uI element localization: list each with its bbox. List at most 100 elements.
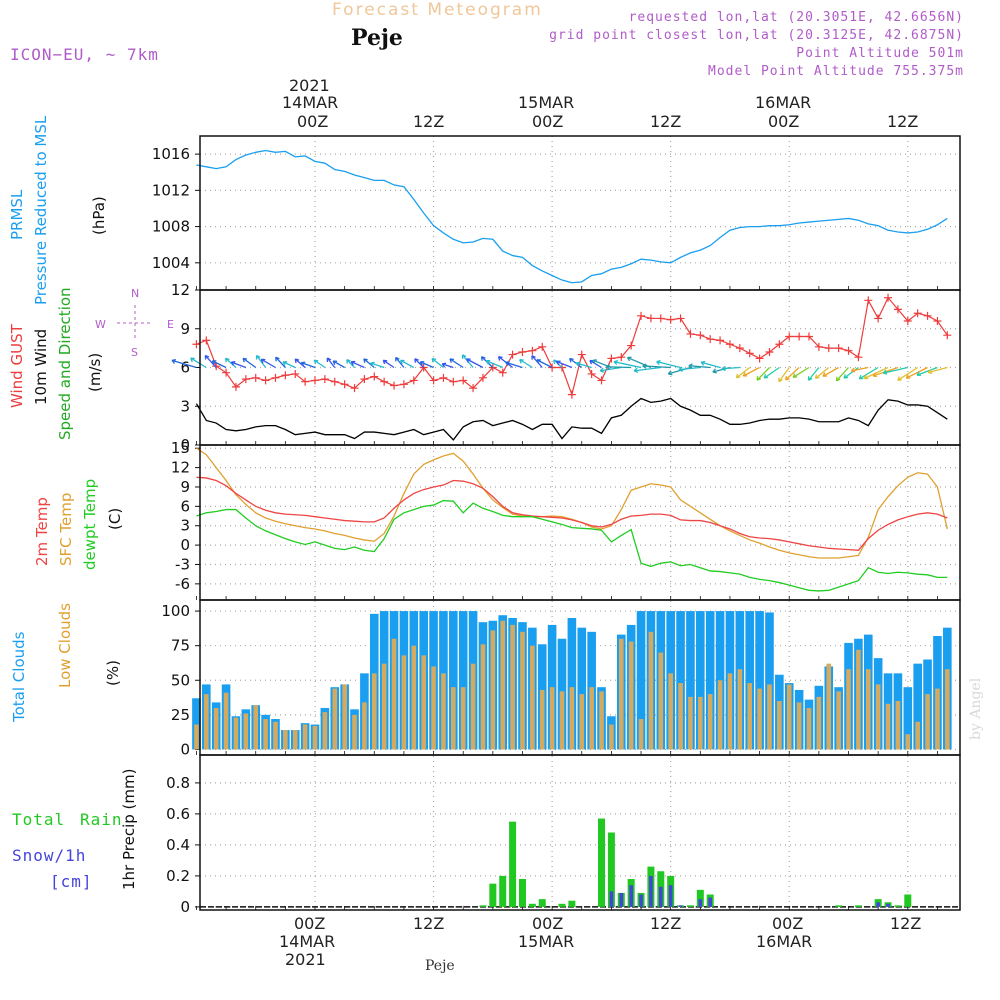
wind-arrow-head: [275, 356, 280, 362]
snow-bar: [876, 902, 880, 907]
grid-point-coords: grid point closest lon,lat (20.3125E, 42…: [549, 28, 964, 43]
gust-marker: [913, 309, 922, 318]
y-tick-label: 9: [180, 478, 190, 496]
gust-marker: [301, 377, 310, 386]
wind-direction-arrow: [301, 362, 316, 369]
y-tick-label: 1016: [152, 145, 190, 163]
low-cloud-bar: [668, 673, 673, 750]
wind-direction-arrow: [835, 367, 850, 382]
low-cloud-bar: [905, 734, 911, 750]
wind-direction-arrow: [656, 361, 681, 369]
bottom-date-15mar: 15MAR: [518, 932, 575, 951]
rain-bar: [835, 905, 843, 907]
low-cloud-bar: [806, 707, 812, 750]
low-clouds-label: Low Clouds: [56, 603, 74, 688]
snow-bar: [708, 897, 712, 907]
gust-marker: [429, 376, 438, 385]
wind-direction-arrow: [688, 365, 711, 369]
location-title: Peje: [351, 25, 403, 51]
wind-arrow-head: [835, 376, 841, 382]
wind-arrow-head: [313, 359, 319, 365]
gust-marker: [923, 311, 932, 320]
wind-direction-arrow: [778, 367, 790, 383]
wind-direction-arrow: [843, 366, 859, 379]
low-cloud-bar: [253, 705, 259, 750]
y-tick-label: -3: [175, 555, 190, 573]
wind-arrow-head: [242, 357, 248, 363]
rain-bar: [479, 905, 487, 907]
wind-arrow-head: [927, 368, 933, 374]
wind-arrow-head: [211, 360, 217, 365]
wind-direction-arrow: [346, 359, 355, 368]
wind-arrow-head: [449, 358, 455, 363]
wind-direction-arrow: [431, 357, 444, 369]
gust-marker: [281, 371, 290, 380]
wind-arrow-head: [626, 356, 632, 362]
low-cloud-bar: [717, 680, 723, 750]
wind-arrow-head: [778, 377, 783, 383]
low-cloud-bar: [747, 683, 753, 750]
low-cloud-bar: [628, 641, 634, 750]
gust-marker: [874, 314, 883, 323]
low-cloud-bar: [678, 683, 683, 750]
wind-direction-arrow: [863, 366, 889, 380]
gust-marker: [202, 336, 211, 345]
y-tick-label: 50: [171, 671, 190, 689]
wind-direction-arrow: [792, 366, 810, 378]
wind-arrow-head: [569, 357, 574, 363]
total-cloud-bar: [567, 617, 577, 750]
panel-frame: [199, 135, 961, 291]
wind-arrow-head: [807, 376, 813, 381]
gust-marker: [508, 350, 517, 359]
wind-arrow-head: [300, 361, 306, 367]
snow-bar: [629, 885, 633, 907]
gust-marker: [755, 354, 764, 363]
wind-direction-arrow: [678, 366, 701, 371]
wind-direction-arrow: [282, 361, 296, 369]
wind-arrow-head: [756, 376, 762, 381]
compass-w-label: W: [95, 318, 106, 331]
total-rain-label: Total: [12, 810, 66, 829]
bottom-hour-label: 12Z: [413, 914, 445, 933]
top-date-14mar: 14MAR: [282, 93, 339, 112]
y-tick-label: 3: [180, 397, 190, 415]
wind-direction-arrow: [326, 357, 336, 368]
wind-direction-arrow: [212, 360, 227, 369]
wind-direction-arrow: [897, 366, 919, 381]
bottom-date-16mar: 16MAR: [756, 932, 813, 951]
wind-arrow-head: [382, 359, 388, 365]
total-cloud-bar: [903, 687, 913, 750]
total-cloud-bar: [705, 611, 715, 750]
rain-bar: [509, 821, 517, 907]
wind-arrow-head: [882, 369, 888, 375]
wind-direction-arrow: [313, 359, 326, 369]
low-cloud-bar: [263, 719, 268, 750]
gust-marker: [696, 331, 705, 340]
wind-arrow-head: [858, 374, 864, 380]
total-cloud-bar: [745, 611, 755, 750]
gust-marker: [587, 369, 596, 378]
wind-speed-direction-label: Speed and Direction: [56, 287, 74, 440]
gust-marker: [716, 336, 725, 345]
wind-direction-arrow: [883, 366, 908, 374]
wind-arrow-head: [735, 373, 741, 379]
gust-marker: [212, 362, 221, 371]
compass-rose: [117, 305, 153, 341]
wind-direction-arrow: [420, 361, 434, 369]
footer-location: Peje: [425, 958, 455, 974]
wind-direction-arrow: [536, 359, 553, 369]
low-cloud-bar: [786, 684, 792, 750]
low-cloud-bar: [559, 691, 565, 750]
wind-arrow-head: [326, 357, 332, 363]
wind-arrow-head: [843, 374, 849, 379]
gust-marker: [933, 317, 942, 325]
wind-arrow-head: [592, 359, 598, 365]
wind-arrow-head: [230, 361, 236, 366]
gust-marker: [251, 373, 260, 382]
wind-arrow-head: [642, 363, 647, 369]
top-hour-label: 12Z: [887, 112, 919, 131]
wind-arrow-head: [260, 358, 266, 364]
low-cloud-bar: [727, 673, 733, 750]
gust-marker: [765, 348, 774, 356]
wind-direction-arrow: [742, 366, 760, 377]
